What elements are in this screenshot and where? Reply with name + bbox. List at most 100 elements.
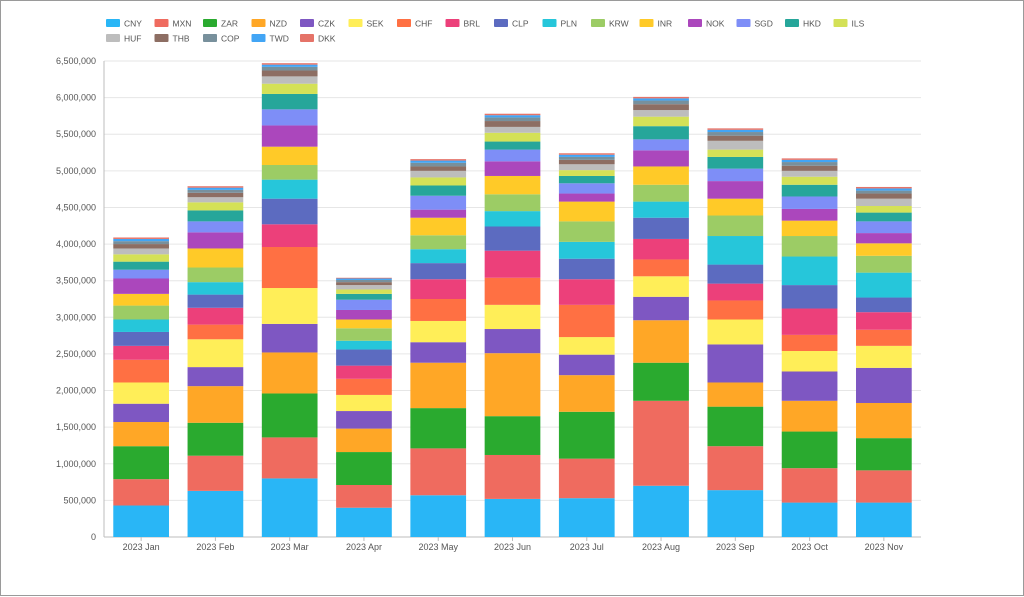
bar-brl-2023-nov[interactable] [856, 312, 912, 330]
bar-inr-2023-jul[interactable] [558, 201, 615, 222]
bar-sgd-2023-sep[interactable] [707, 168, 764, 182]
legend-item-clp[interactable]: CLP [494, 19, 529, 29]
bar-dkk-2023-sep[interactable] [707, 128, 764, 130]
bar-mxn-2023-aug[interactable] [633, 400, 689, 486]
bar-sek-2023-feb[interactable] [187, 339, 244, 368]
bar-huf-2023-feb[interactable] [187, 197, 244, 203]
bar-inr-2023-oct[interactable] [781, 220, 838, 237]
bar-hkd-2023-nov[interactable] [856, 212, 912, 222]
bar-cny-2023-may[interactable] [410, 495, 467, 537]
bar-dkk-2023-feb[interactable] [187, 186, 244, 188]
legend-item-cop[interactable]: COP [203, 34, 240, 44]
bar-dkk-2023-mar[interactable] [261, 63, 318, 65]
bar-brl-2023-jun[interactable] [484, 250, 541, 278]
bar-clp-2023-jun[interactable] [484, 226, 541, 251]
bar-nzd-2023-jul[interactable] [558, 375, 615, 412]
bar-huf-2023-apr[interactable] [336, 285, 392, 290]
bar-cop-2023-may[interactable] [410, 162, 467, 167]
bar-nok-2023-sep[interactable] [707, 181, 764, 199]
bar-huf-2023-mar[interactable] [261, 76, 318, 84]
bar-sek-2023-nov[interactable] [856, 345, 912, 368]
bar-czk-2023-aug[interactable] [633, 296, 689, 321]
bar-nok-2023-oct[interactable] [781, 208, 838, 221]
bar-sgd-2023-mar[interactable] [261, 109, 318, 126]
bar-clp-2023-oct[interactable] [781, 285, 838, 309]
bar-huf-2023-jun[interactable] [484, 126, 541, 133]
bar-huf-2023-may[interactable] [410, 170, 467, 178]
bar-hkd-2023-jan[interactable] [113, 261, 169, 270]
bar-huf-2023-jul[interactable] [558, 164, 615, 171]
bar-sek-2023-jul[interactable] [558, 337, 615, 355]
bar-nzd-2023-jan[interactable] [113, 422, 169, 447]
bar-mxn-2023-feb[interactable] [187, 455, 244, 491]
bar-twd-2023-may[interactable] [410, 160, 467, 163]
bar-nok-2023-feb[interactable] [187, 232, 244, 249]
bar-hkd-2023-may[interactable] [410, 185, 467, 196]
legend-item-mxn[interactable]: MXN [154, 19, 192, 29]
legend-item-inr[interactable]: INR [639, 19, 673, 29]
bar-chf-2023-nov[interactable] [856, 329, 912, 346]
bar-inr-2023-sep[interactable] [707, 198, 764, 216]
bar-sgd-2023-jul[interactable] [558, 183, 615, 194]
bar-zar-2023-mar[interactable] [261, 393, 318, 438]
bar-sgd-2023-aug[interactable] [633, 139, 689, 151]
bar-czk-2023-nov[interactable] [856, 367, 912, 403]
bar-zar-2023-may[interactable] [410, 408, 467, 449]
bar-mxn-2023-jan[interactable] [113, 479, 169, 506]
bar-krw-2023-mar[interactable] [261, 164, 318, 180]
bar-dkk-2023-jul[interactable] [558, 153, 615, 155]
bar-dkk-2023-apr[interactable] [336, 277, 392, 279]
bar-chf-2023-jul[interactable] [558, 304, 615, 338]
legend-item-czk[interactable]: CZK [300, 19, 335, 29]
bar-brl-2023-mar[interactable] [261, 224, 318, 248]
legend-item-krw[interactable]: KRW [591, 19, 629, 29]
bar-chf-2023-apr[interactable] [336, 378, 392, 395]
bar-hkd-2023-apr[interactable] [336, 293, 392, 300]
bar-cop-2023-nov[interactable] [856, 190, 912, 194]
bar-chf-2023-jan[interactable] [113, 359, 169, 383]
bar-krw-2023-oct[interactable] [781, 236, 838, 257]
bar-sgd-2023-may[interactable] [410, 195, 467, 210]
bar-sek-2023-oct[interactable] [781, 350, 838, 372]
bar-chf-2023-sep[interactable] [707, 300, 764, 320]
bar-cop-2023-jul[interactable] [558, 156, 615, 160]
bar-nok-2023-jan[interactable] [113, 278, 169, 294]
bar-nok-2023-jun[interactable] [484, 161, 541, 176]
bar-cop-2023-jan[interactable] [113, 241, 169, 245]
bar-zar-2023-nov[interactable] [856, 438, 912, 471]
bar-ils-2023-may[interactable] [410, 177, 467, 186]
legend-item-ils[interactable]: ILS [833, 19, 865, 29]
bar-twd-2023-apr[interactable] [336, 278, 392, 280]
bar-nzd-2023-mar[interactable] [261, 352, 318, 394]
bar-clp-2023-nov[interactable] [856, 297, 912, 313]
bar-sgd-2023-apr[interactable] [336, 299, 392, 310]
bar-pln-2023-oct[interactable] [781, 256, 838, 286]
bar-cop-2023-mar[interactable] [261, 66, 318, 71]
bar-brl-2023-may[interactable] [410, 279, 467, 299]
bar-mxn-2023-may[interactable] [410, 448, 467, 496]
bar-krw-2023-sep[interactable] [707, 215, 764, 237]
bar-nzd-2023-aug[interactable] [633, 320, 689, 363]
bar-thb-2023-apr[interactable] [336, 282, 392, 286]
bar-cny-2023-feb[interactable] [187, 490, 244, 537]
bar-ils-2023-feb[interactable] [187, 202, 244, 211]
bar-chf-2023-feb[interactable] [187, 324, 244, 340]
bar-twd-2023-jul[interactable] [558, 154, 615, 157]
bar-brl-2023-jan[interactable] [113, 345, 169, 360]
bar-clp-2023-sep[interactable] [707, 264, 764, 284]
bar-cop-2023-feb[interactable] [187, 189, 244, 193]
bar-chf-2023-may[interactable] [410, 299, 467, 321]
bar-zar-2023-sep[interactable] [707, 406, 764, 447]
bar-inr-2023-may[interactable] [410, 217, 467, 236]
bar-nzd-2023-oct[interactable] [781, 400, 838, 432]
bar-sek-2023-sep[interactable] [707, 319, 764, 345]
bar-czk-2023-jul[interactable] [558, 354, 615, 376]
bar-zar-2023-apr[interactable] [336, 452, 392, 486]
bar-thb-2023-may[interactable] [410, 166, 467, 171]
bar-cop-2023-apr[interactable] [336, 279, 392, 283]
bar-mxn-2023-nov[interactable] [856, 470, 912, 503]
bar-czk-2023-jun[interactable] [484, 329, 541, 354]
bar-krw-2023-feb[interactable] [187, 267, 244, 283]
legend-item-huf[interactable]: HUF [106, 34, 141, 44]
bar-huf-2023-sep[interactable] [707, 140, 764, 150]
